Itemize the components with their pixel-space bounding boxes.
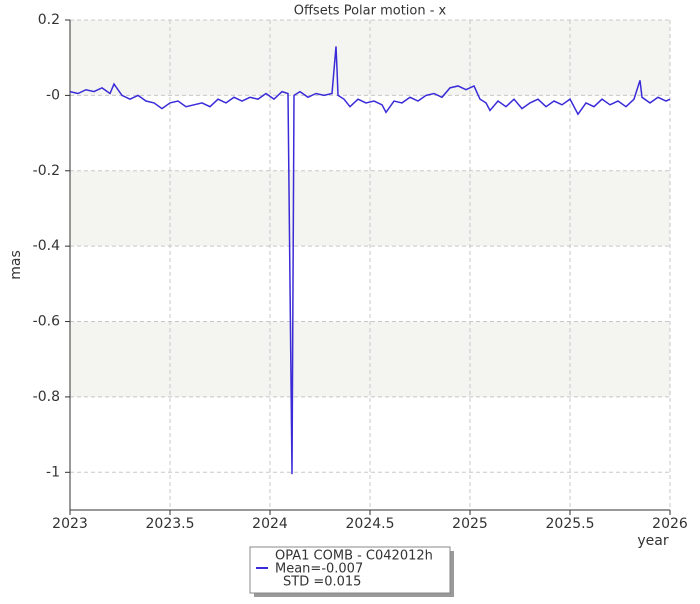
legend-box [249, 546, 451, 594]
x-tick-label: 2023.5 [146, 516, 195, 532]
y-tick-label: -0.2 [33, 163, 60, 179]
y-tick-label: -1 [46, 464, 60, 480]
y-tick-label: -0.6 [33, 314, 60, 330]
y-tick-label: -0.4 [33, 238, 60, 254]
x-tick-label: 2025.5 [546, 516, 595, 532]
chart-title: Offsets Polar motion - x [294, 4, 447, 19]
x-tick-label: 2023 [52, 516, 88, 532]
y-tick-label: 0.2 [38, 12, 60, 28]
x-axis-label: year [637, 533, 668, 549]
x-tick-label: 2024 [252, 516, 288, 532]
legend-label: OPA1 COMB - C042012h [275, 549, 433, 564]
y-axis-label: mas [8, 250, 24, 280]
x-tick-label: 2024.5 [346, 516, 395, 532]
x-tick-label: 2025 [452, 516, 488, 532]
data-line [69, 46, 671, 475]
legend-stat: Mean=-0.007 [275, 562, 363, 577]
legend-stat: STD =0.015 [283, 575, 361, 590]
x-tick-label: 2026 [652, 516, 688, 532]
y-tick-label: -0 [46, 87, 60, 103]
y-tick-label: -0.8 [33, 389, 60, 405]
